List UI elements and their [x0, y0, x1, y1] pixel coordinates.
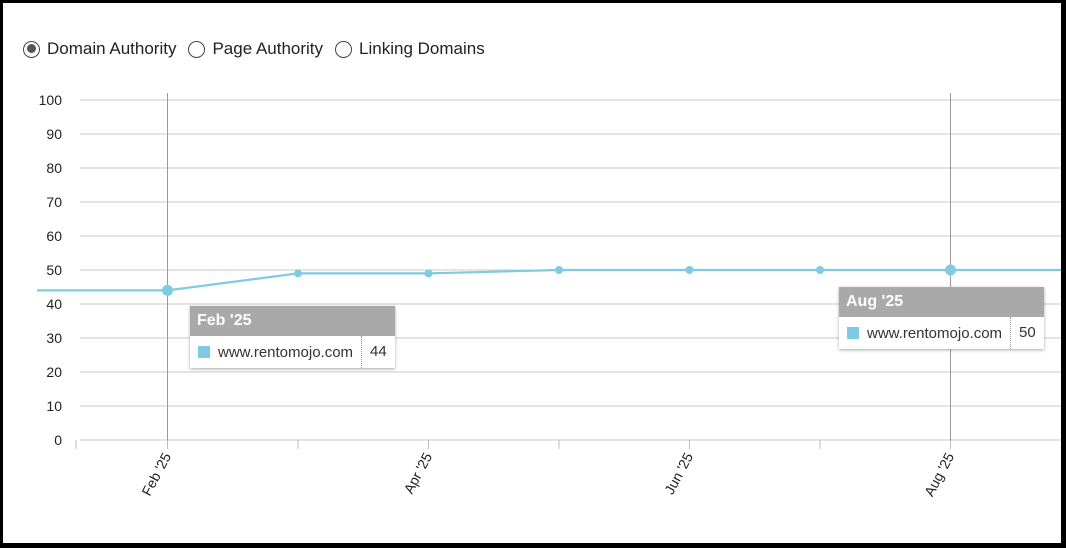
chart-frame: Domain Authority Page Authority Linking …	[3, 3, 1061, 543]
tooltip-aug: Aug '25 www.rentomojo.com 50	[839, 287, 1044, 349]
x-tick-label-1: Apr '25	[400, 450, 435, 496]
tooltip-feb-row: www.rentomojo.com 44	[190, 336, 395, 368]
tooltip-feb-site: www.rentomojo.com	[218, 343, 354, 361]
y-tick-label-80: 80	[46, 160, 62, 176]
tooltip-feb-swatch	[198, 346, 210, 358]
y-tick-label-40: 40	[46, 296, 62, 312]
line-chart: 0 10 20 30 40 50 60 70 80 90 100 Feb '25 Apr '25 Jun …	[37, 92, 1061, 499]
radio-page-authority[interactable]: Page Authority	[188, 39, 323, 59]
data-point-1	[162, 284, 173, 296]
data-point-7	[945, 264, 956, 276]
radio-domain-authority-circle[interactable]	[23, 40, 40, 58]
tooltip-feb-value: 44	[361, 336, 395, 368]
y-tick-label-10: 10	[46, 398, 62, 414]
x-tick-label-0: Feb '25	[138, 450, 174, 499]
radio-linking-domains-label[interactable]: Linking Domains	[359, 39, 485, 58]
data-point-2	[294, 269, 302, 278]
tooltip-aug-header: Aug '25	[839, 287, 1044, 317]
y-tick-label-0: 0	[54, 432, 62, 448]
x-tick-label-2: Jun '25	[661, 450, 696, 497]
y-tick-label-70: 70	[46, 194, 62, 210]
y-tick-label-20: 20	[46, 364, 62, 380]
tooltip-feb-header: Feb '25	[190, 306, 395, 336]
y-tick-label-60: 60	[46, 228, 62, 244]
y-tick-label-100: 100	[39, 92, 63, 108]
radio-page-authority-circle[interactable]	[188, 40, 206, 58]
data-point-3	[424, 269, 433, 278]
y-tick-label-50: 50	[46, 262, 62, 278]
tooltip-feb: Feb '25 www.rentomojo.com 44	[190, 306, 395, 368]
x-tick-label-3: Aug '25	[921, 450, 957, 499]
radio-linking-domains-circle[interactable]	[335, 40, 353, 58]
radio-page-authority-label[interactable]: Page Authority	[212, 39, 324, 58]
radio-domain-authority-label[interactable]: Domain Authority	[47, 39, 177, 58]
tooltip-aug-row: www.rentomojo.com 50	[839, 317, 1044, 349]
y-tick-label-30: 30	[46, 330, 62, 346]
radio-linking-domains[interactable]: Linking Domains	[335, 39, 485, 59]
metric-radio-group: Domain Authority Page Authority Linking …	[23, 39, 497, 59]
tooltip-aug-site: www.rentomojo.com	[867, 324, 1003, 342]
tooltip-aug-swatch	[847, 327, 859, 339]
data-point-5	[685, 266, 694, 274]
y-tick-label-90: 90	[46, 126, 62, 142]
data-point-6	[816, 266, 824, 274]
tooltip-aug-value: 50	[1010, 317, 1044, 349]
data-point-4	[555, 266, 563, 274]
radio-domain-authority[interactable]: Domain Authority	[23, 39, 176, 59]
